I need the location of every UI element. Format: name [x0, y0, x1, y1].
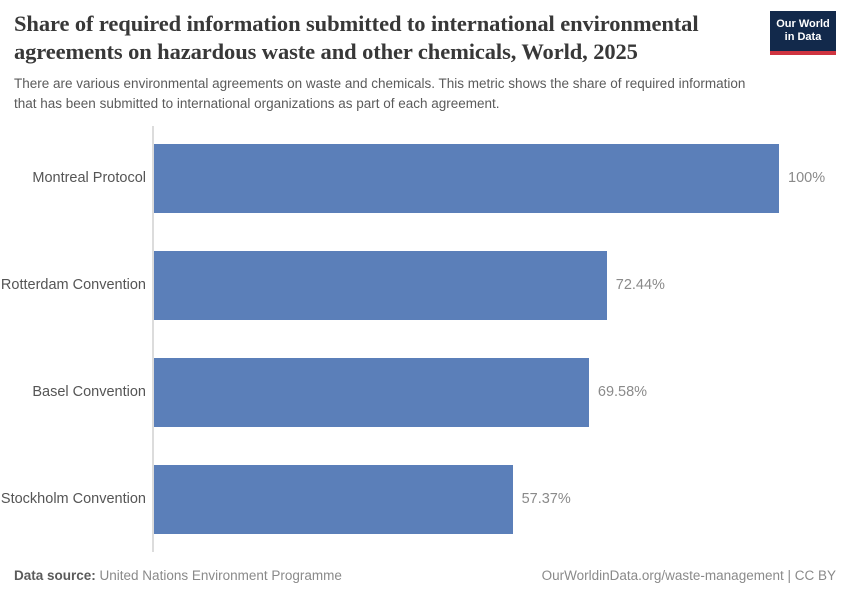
y-axis-line: [152, 126, 154, 552]
chart-title: Share of required information submitted …: [14, 11, 699, 64]
bar-row: Montreal Protocol 100%: [0, 144, 850, 213]
data-source-label: Data source:: [14, 568, 96, 583]
value-label: 57.37%: [521, 491, 571, 507]
value-label: 72.44%: [615, 277, 665, 293]
owid-logo: Our World in Data: [770, 11, 836, 51]
credit-link: OurWorldinData.org/waste-management | CC…: [541, 568, 836, 583]
value-label: 100%: [788, 170, 826, 186]
bar-rotterdam-convention[interactable]: [154, 251, 607, 320]
bar-chart: Montreal Protocol 100% Rotterdam Conventio…: [0, 144, 850, 574]
chart-subtitle: There are various environmental agreemen…: [14, 76, 746, 111]
category-label: Stockholm Convention: [0, 491, 146, 507]
category-label: Montreal Protocol: [32, 170, 146, 186]
bar-row: Rotterdam Convention 72.44%: [0, 251, 850, 320]
value-label: 69.58%: [597, 384, 648, 400]
bar-basel-convention[interactable]: [154, 358, 589, 427]
bar-row: Basel Convention 69.58%: [0, 358, 850, 427]
bar-montreal-protocol[interactable]: [154, 144, 779, 213]
category-label: Rotterdam Convention: [0, 277, 146, 293]
data-source-value: United Nations Environment Programme: [95, 568, 342, 583]
bar-stockholm-convention[interactable]: [154, 465, 513, 534]
category-label: Basel Convention: [32, 384, 146, 400]
data-source: Data source: United Nations Environment …: [14, 568, 342, 583]
logo-red-stripe: [770, 51, 836, 55]
bar-row: Stockholm Convention 57.37%: [0, 465, 850, 534]
logo-line2: in Data: [784, 31, 822, 43]
logo-line1: Our World: [776, 18, 830, 30]
